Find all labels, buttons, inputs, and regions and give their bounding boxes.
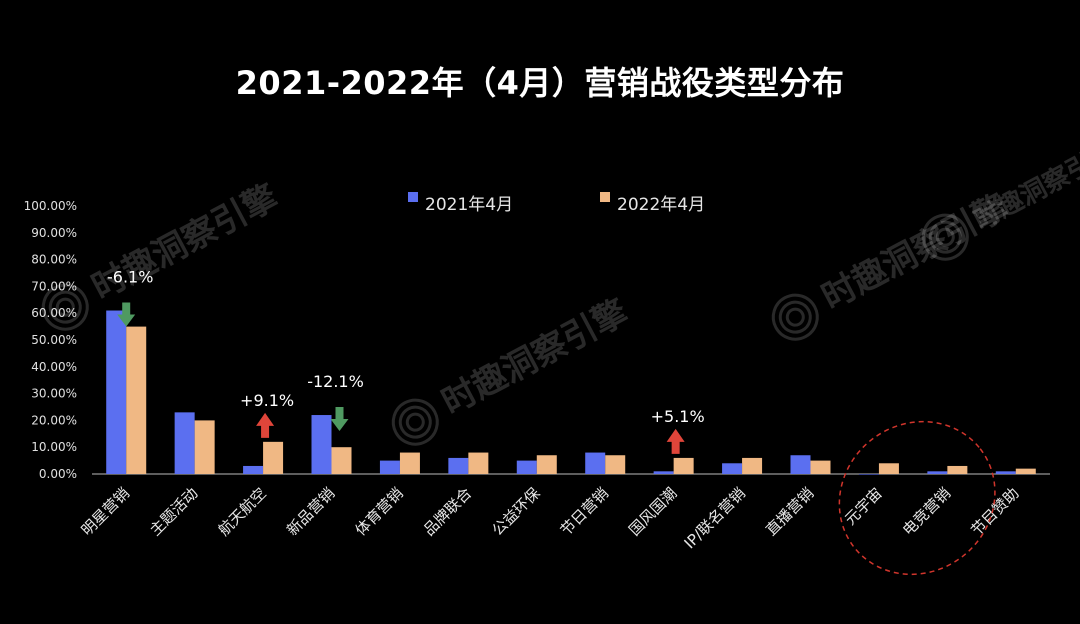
up-arrow-icon	[666, 428, 685, 454]
bar	[653, 471, 674, 474]
bar	[106, 310, 127, 474]
x-tick-label: 元宇宙	[841, 484, 886, 529]
bar	[790, 455, 811, 474]
y-tick-label: 80.00%	[31, 253, 77, 267]
legend-swatch	[600, 192, 610, 202]
watermark: 时趣洞察引擎	[391, 292, 634, 446]
x-tick-label: 国风国潮	[625, 484, 680, 539]
y-tick-label: 10.00%	[31, 440, 77, 454]
bar	[673, 457, 694, 474]
x-tick-label: IP/联名营销	[681, 484, 749, 552]
bar	[311, 415, 332, 474]
down-arrow-icon	[117, 302, 136, 327]
up-arrow-icon	[256, 412, 275, 438]
bar	[174, 412, 195, 474]
bar	[448, 457, 469, 474]
x-tick-label: 体育营销	[352, 484, 407, 539]
bar	[468, 452, 489, 474]
bar	[331, 447, 352, 474]
x-tick-label: 主题活动	[146, 484, 201, 539]
x-tick-label: 明星营销	[78, 484, 133, 539]
x-tick-label: 公益环保	[488, 484, 543, 539]
svg-text:时趣洞察引擎: 时趣洞察引擎	[969, 136, 1080, 236]
x-tick-label: 节日营销	[557, 484, 612, 539]
bar	[927, 471, 948, 474]
bar	[742, 457, 763, 474]
y-tick-label: 50.00%	[31, 333, 77, 347]
bar	[263, 441, 284, 474]
bar	[536, 455, 557, 474]
x-tick-label: 直播营销	[762, 484, 817, 539]
down-arrow-icon	[330, 407, 349, 432]
y-tick-label: 60.00%	[31, 306, 77, 320]
bar	[722, 463, 743, 474]
y-tick-label: 90.00%	[31, 226, 77, 240]
bar	[947, 465, 968, 474]
bar	[379, 460, 400, 474]
x-tick-label: 航天航空	[215, 484, 270, 539]
y-tick-label: 30.00%	[31, 387, 77, 401]
svg-text:时趣洞察引擎: 时趣洞察引擎	[435, 292, 634, 423]
bar	[516, 460, 537, 474]
bar	[585, 452, 606, 474]
x-tick-label: 电竞营销	[899, 484, 954, 539]
y-tick-label: 0.00%	[39, 467, 77, 481]
bar	[605, 455, 626, 474]
y-tick-label: 20.00%	[31, 413, 77, 427]
bar	[878, 463, 899, 474]
x-tick-label: 新品营销	[283, 484, 338, 539]
bar	[194, 420, 215, 474]
bar	[858, 474, 879, 475]
change-label: -6.1%	[107, 268, 153, 287]
bar	[810, 460, 831, 474]
bar	[243, 465, 264, 474]
y-tick-label: 70.00%	[31, 279, 77, 293]
svg-text:时趣洞察引擎: 时趣洞察引擎	[85, 177, 284, 308]
legend-swatch	[408, 192, 418, 202]
bar	[1015, 468, 1036, 474]
x-tick-label: 品牌联合	[420, 484, 475, 539]
y-tick-label: 100.00%	[24, 199, 77, 213]
y-tick-label: 40.00%	[31, 360, 77, 374]
bar	[399, 452, 420, 474]
change-label: +9.1%	[240, 391, 294, 410]
legend-label: 2021年4月	[425, 195, 513, 215]
highlight-ellipse	[838, 420, 996, 576]
chart-title: 2021-2022年（4月）营销战役类型分布	[235, 64, 845, 102]
change-label: -12.1%	[307, 372, 364, 391]
legend-label: 2022年4月	[617, 195, 705, 215]
change-label: +5.1%	[651, 407, 705, 426]
bar	[995, 471, 1016, 474]
bar	[126, 326, 147, 474]
